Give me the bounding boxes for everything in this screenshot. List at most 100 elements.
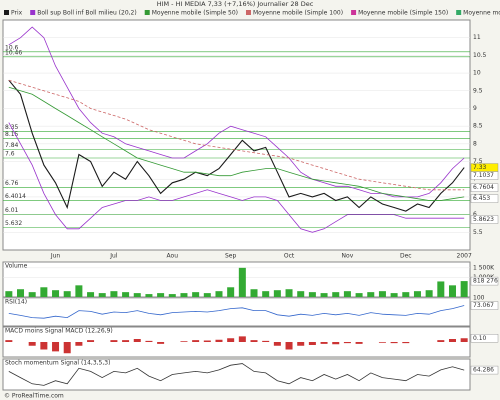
bar [227, 287, 235, 297]
bar [378, 291, 386, 297]
bar [168, 294, 176, 297]
bar [52, 342, 60, 352]
bar [437, 281, 445, 297]
x-tick-label: Oct [284, 253, 295, 260]
bar [390, 293, 398, 297]
plot-area [2, 19, 471, 251]
bar [87, 340, 95, 342]
y-tick-label: 8 [473, 140, 477, 147]
legend-label: Prix [11, 10, 23, 17]
indicator-line [8, 363, 465, 386]
bar [402, 342, 410, 344]
bar [308, 292, 316, 297]
level-label: 7.84 [5, 142, 19, 149]
y-tick-label: 7.5 [473, 158, 483, 165]
legend-label: Moyenne mobile (Simple 20) [463, 10, 500, 17]
legend-label: Moyenne mobile (Simple 150) [358, 10, 448, 17]
value-tag [470, 365, 499, 375]
y-tick-label: 11 [473, 34, 481, 41]
bar [297, 342, 305, 346]
bar [122, 292, 130, 297]
y-tick-label: 8.5 [473, 123, 483, 130]
bar [28, 292, 36, 297]
bar [285, 289, 293, 297]
bar [28, 342, 36, 346]
bar [448, 285, 456, 297]
bar [238, 267, 246, 297]
panel-title: Volume [5, 263, 28, 270]
y-tick-label: 6 [473, 211, 477, 218]
bar [332, 292, 340, 297]
bar [425, 290, 433, 297]
price-tag-label: 5.8623 [473, 216, 494, 223]
legend-label: Moyenne mobile (Simple 50) [152, 10, 238, 17]
bar [402, 292, 410, 297]
bar [40, 287, 48, 297]
legend-label: Boll sup Boll inf Boll milieu (20,2) [37, 10, 137, 17]
bar [157, 293, 165, 297]
value-tag-label: 73.067 [473, 302, 494, 309]
legend-label: Moyenne mobile (Simple 100) [253, 10, 343, 17]
bar [355, 293, 363, 297]
bar [238, 336, 246, 342]
bar [145, 294, 153, 297]
bar [203, 340, 211, 342]
price-tag-label: 7.1037 [473, 172, 494, 179]
y-tick-label: 9.5 [473, 87, 483, 94]
bar [460, 338, 468, 342]
chart-title: HIM - HI MEDIA 7,33 (+7,16%) Journalier … [157, 0, 314, 8]
bar [262, 340, 270, 342]
bar [40, 342, 48, 350]
level-label: 10.46 [5, 49, 22, 56]
bar [203, 293, 211, 297]
price-tag [470, 194, 499, 203]
y-tick-label: 5.5 [473, 229, 483, 236]
moving-average [8, 86, 465, 201]
bar [460, 281, 468, 297]
bar [75, 342, 83, 346]
bar [133, 293, 141, 297]
level-label: 8.15 [5, 131, 19, 138]
bar [262, 291, 270, 297]
bar [63, 291, 71, 297]
x-tick-label: Jun [50, 253, 61, 260]
bar [437, 340, 445, 342]
panel-title: Stoch momentum Signal (14,3,5,3) [5, 360, 110, 367]
price-tag-label: 6.7604 [473, 184, 494, 191]
bar [297, 291, 305, 297]
bar [320, 293, 328, 297]
panel-title: MACD moins Signal MACD (12,26,9) [5, 328, 113, 335]
moving-average [8, 79, 465, 191]
price-line [8, 79, 465, 212]
bar [110, 291, 118, 297]
bar [157, 342, 165, 344]
panel-title: RSI(14) [5, 299, 27, 306]
bollinger-upper [8, 26, 465, 198]
level-label: 10.6 [5, 44, 19, 51]
bar [273, 342, 281, 346]
panel-area [2, 261, 471, 298]
indicator-line [8, 305, 465, 319]
bar [110, 340, 118, 342]
bar [227, 338, 235, 342]
legend-swatch [4, 10, 9, 15]
price-tag-label: 6.453 [473, 195, 490, 202]
bar [378, 342, 386, 343]
bar [122, 340, 130, 342]
bar [192, 340, 200, 342]
bar [413, 291, 421, 297]
bar [285, 342, 293, 350]
bar [87, 292, 95, 297]
price-tag [470, 215, 499, 224]
price-tag-label: 7.33 [473, 164, 487, 171]
level-label: 6.01 [5, 207, 19, 214]
bar [145, 340, 153, 342]
legend-swatch [245, 10, 251, 15]
bar [75, 285, 83, 297]
value-tag-label: 818 276 [473, 278, 498, 285]
bar [367, 292, 375, 297]
bar [273, 290, 281, 297]
bar [390, 342, 398, 344]
bar [308, 342, 316, 345]
